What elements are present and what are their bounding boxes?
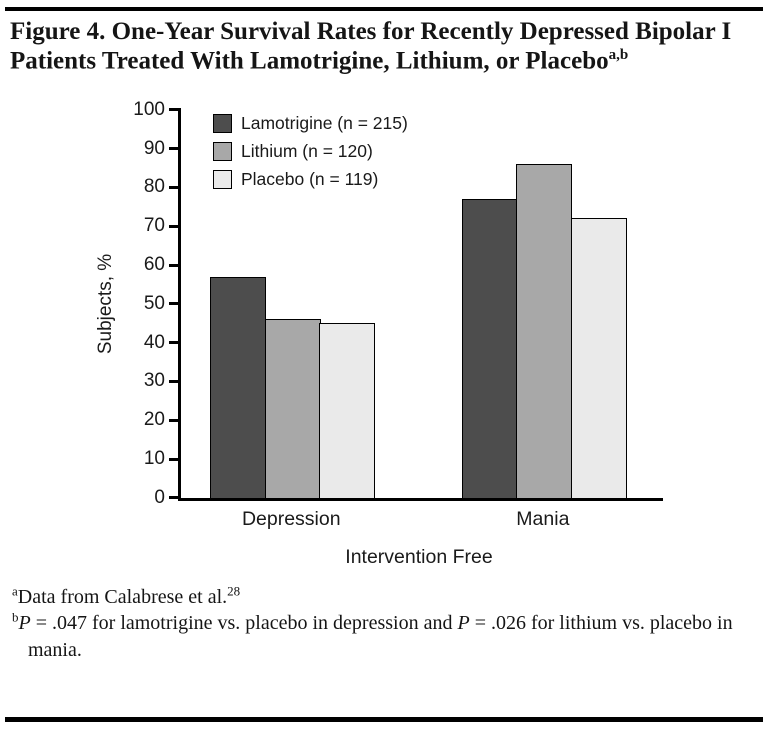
y-tick-mark (169, 496, 181, 500)
legend-item: Placebo (n = 119) (213, 169, 408, 190)
y-tick-label: 10 (143, 448, 165, 470)
y-tick-mark (169, 341, 181, 345)
footnote-b-text-1: = .047 for lamotrigine vs. placebo in de… (30, 612, 458, 635)
footnote-a-reference: 28 (227, 583, 241, 599)
footnote-b-marker: b (12, 609, 19, 625)
y-tick-label: 70 (143, 215, 165, 237)
y-tick-mark (169, 263, 181, 267)
y-tick-mark (169, 147, 181, 151)
y-tick-mark (169, 108, 181, 112)
y-tick-mark (169, 457, 181, 461)
figure-title: Figure 4. One-Year Survival Rates for Re… (10, 18, 752, 76)
y-tick-label: 80 (143, 176, 165, 198)
footnote-b-pvalue-symbol-1: P (18, 612, 31, 635)
top-rule (5, 7, 763, 11)
y-tick-mark (169, 224, 181, 228)
footnote-a: aData from Calabrese et al.28 (12, 584, 756, 610)
footnote-a-marker: a (12, 583, 18, 599)
y-tick-label: 20 (143, 409, 165, 431)
bar-lithium-mania (516, 164, 573, 498)
footnote-b: bP = .047 for lamotrigine vs. placebo in… (12, 610, 756, 663)
y-tick-label: 0 (154, 486, 165, 508)
legend-item: Lamotrigine (n = 215) (213, 113, 408, 134)
bar-lamotrigine-depression (210, 276, 267, 498)
bottom-rule (5, 717, 763, 722)
x-category-label-mania: Mania (516, 507, 570, 530)
legend-item: Lithium (n = 120) (213, 141, 408, 162)
legend-swatch (213, 113, 232, 133)
bar-lithium-depression (264, 319, 321, 498)
x-category-label-depression: Depression (241, 507, 341, 530)
bar-group-depression (210, 276, 376, 498)
y-tick-mark (169, 418, 181, 422)
y-tick-label: 100 (133, 98, 165, 120)
figure-title-text: Figure 4. One-Year Survival Rates for Re… (10, 18, 732, 75)
y-tick-label: 30 (143, 370, 165, 392)
bar-lamotrigine-mania (461, 199, 518, 498)
y-tick-mark (169, 379, 181, 383)
y-tick-mark (169, 302, 181, 306)
plot-area: Lamotrigine (n = 215) Lithium (n = 120) Pl… (133, 99, 663, 508)
bar-chart: Subjects, % Lamotrigine (n = 215) Lithium… (0, 99, 768, 572)
legend-label: Placebo (n = 119) (241, 168, 379, 189)
y-tick-mark (169, 185, 181, 189)
figure-title-superscript: a,b (608, 46, 629, 63)
legend-swatch (213, 141, 232, 161)
x-axis-title: Intervention Free (345, 545, 493, 568)
y-tick-label: 50 (143, 292, 165, 314)
legend-swatch (213, 169, 232, 189)
footnote-b-pvalue-symbol-2: P (457, 612, 470, 635)
footnotes: aData from Calabrese et al.28 bP = .047 … (12, 584, 756, 663)
y-tick-label: 40 (143, 331, 165, 353)
bar-group-mania (461, 164, 627, 498)
legend-label: Lamotrigine (n = 215) (241, 112, 408, 133)
legend: Lamotrigine (n = 215) Lithium (n = 120) Pl… (213, 113, 408, 190)
footnote-b-text-2: = .026 for lithium vs. placebo in mania. (28, 612, 733, 661)
bar-placebo-mania (570, 218, 627, 498)
legend-label: Lithium (n = 120) (241, 140, 373, 161)
y-tick-label: 60 (143, 254, 165, 276)
bar-placebo-depression (319, 323, 376, 498)
footnote-a-text: Data from Calabrese et al. (17, 585, 228, 608)
y-tick-label: 90 (143, 137, 165, 159)
